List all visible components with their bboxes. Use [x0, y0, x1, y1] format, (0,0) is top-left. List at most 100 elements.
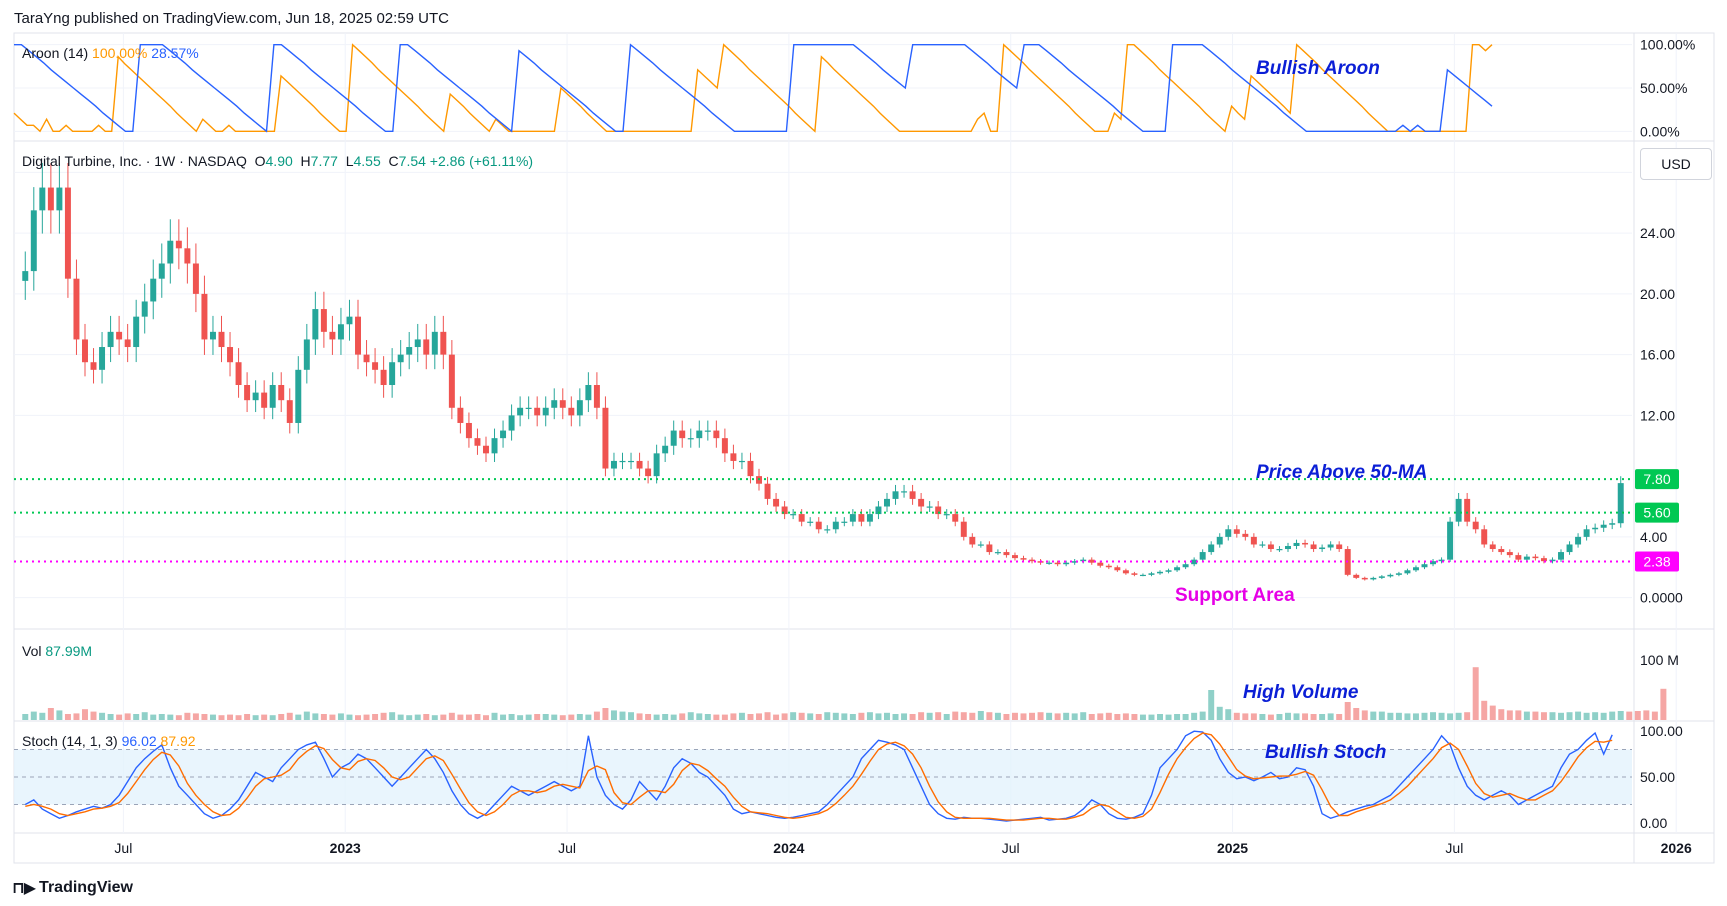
- candle-down: [244, 385, 251, 401]
- candle-up: [1319, 547, 1326, 550]
- volume-bar: [1319, 714, 1326, 720]
- volume-bar: [1455, 712, 1462, 720]
- volume-bar: [1344, 702, 1351, 720]
- candle-up: [738, 460, 745, 463]
- volume-bar: [1020, 713, 1027, 720]
- candle-up: [670, 430, 677, 446]
- volume-bar: [1447, 713, 1454, 720]
- volume-bar: [1549, 712, 1556, 720]
- volume-bar: [1515, 710, 1522, 720]
- volume-bar: [1558, 712, 1564, 720]
- aroon-tick-label: 100.00%: [1640, 37, 1695, 53]
- candle-down: [1097, 562, 1104, 566]
- volume-bar: [380, 712, 387, 720]
- volume-bar: [832, 712, 839, 720]
- volume-bar: [295, 714, 302, 720]
- candle-down: [380, 369, 387, 385]
- volume-bar: [824, 712, 831, 720]
- volume-bar: [909, 714, 916, 720]
- volume-bar: [602, 708, 609, 720]
- volume-bar: [1353, 708, 1360, 720]
- candle-down: [593, 385, 600, 408]
- stoch-legend-label: Stoch (14, 1, 3): [22, 733, 118, 749]
- price-tick-label: 20.00: [1640, 286, 1675, 302]
- candle-down: [1122, 570, 1129, 574]
- candle-up: [1455, 498, 1462, 522]
- candle-down: [201, 293, 208, 340]
- candle-up: [431, 331, 438, 355]
- candle-up: [30, 210, 37, 272]
- candle-up: [943, 514, 950, 516]
- volume-bar: [1498, 709, 1505, 720]
- volume-legend-label: Vol: [22, 643, 42, 659]
- candle-down: [1233, 529, 1240, 534]
- volume-bar: [1216, 706, 1223, 720]
- candle-up: [346, 316, 353, 325]
- candle-down: [1336, 544, 1343, 550]
- candle-down: [1489, 544, 1496, 550]
- candle-up: [337, 324, 344, 340]
- candle-down: [372, 362, 379, 370]
- stoch-tick-label: 0.00: [1640, 815, 1667, 831]
- time-axis-label: 2024: [773, 840, 804, 856]
- volume-bar: [116, 714, 123, 720]
- candle-down: [1054, 562, 1061, 565]
- volume-bar: [653, 714, 660, 720]
- high-label: H: [300, 153, 311, 169]
- volume-bar: [568, 714, 575, 720]
- stoch-legend: Stoch (14, 1, 3) 96.02 87.92: [22, 733, 196, 749]
- candle-up: [1378, 576, 1385, 578]
- volume-bar: [576, 714, 583, 720]
- candle-down: [1353, 574, 1360, 578]
- volume-bar: [645, 714, 652, 720]
- aroon-down-line: [14, 43, 1493, 133]
- volume-bar: [64, 714, 71, 720]
- volume-bar: [977, 711, 984, 720]
- volume-bar: [1395, 712, 1402, 720]
- volume-bar: [235, 715, 242, 720]
- tradingview-logo-text: TradingView: [39, 879, 133, 896]
- candle-up: [1259, 544, 1266, 546]
- volume-bar: [713, 714, 720, 720]
- candle-up: [551, 400, 558, 408]
- volume-bar: [884, 712, 890, 720]
- candle-up: [1395, 573, 1402, 575]
- volume-bar: [1575, 711, 1582, 720]
- volume-bar: [1540, 712, 1547, 720]
- candle-down: [329, 331, 336, 340]
- candle-down: [278, 385, 285, 401]
- volume-value: 87.99M: [45, 643, 93, 659]
- tradingview-logo[interactable]: ⊓▶ TradingView: [12, 878, 133, 898]
- volume-bar: [1651, 711, 1658, 720]
- volume-bar: [30, 711, 37, 720]
- candle-down: [1472, 521, 1479, 530]
- volume-bar: [628, 712, 635, 720]
- close-label: C: [388, 153, 399, 169]
- volume-bar: [1302, 713, 1309, 720]
- volume-bar: [201, 714, 208, 720]
- candle-down: [1361, 577, 1368, 580]
- volume-bar: [935, 712, 942, 720]
- volume-bar: [636, 713, 643, 720]
- candle-down: [935, 506, 942, 515]
- candle-up: [1583, 529, 1590, 537]
- volume-bar: [994, 712, 1001, 720]
- time-axis-label: Jul: [1445, 840, 1463, 856]
- volume-bar: [1660, 688, 1667, 720]
- candle-down: [534, 407, 541, 416]
- volume-bar: [1267, 714, 1274, 720]
- volume-bar: [610, 710, 617, 720]
- candle-down: [363, 354, 370, 363]
- volume-bar: [1378, 711, 1385, 720]
- candle-up: [500, 430, 507, 439]
- volume-bar: [124, 713, 131, 720]
- volume-bar: [1011, 712, 1018, 720]
- volume-bar: [261, 714, 268, 720]
- candle-down: [764, 483, 771, 499]
- candle-down: [1105, 565, 1112, 568]
- candle-down: [1481, 529, 1488, 545]
- currency-button[interactable]: USD: [1640, 148, 1712, 180]
- candle-down: [355, 316, 361, 355]
- candle-down: [1029, 559, 1036, 562]
